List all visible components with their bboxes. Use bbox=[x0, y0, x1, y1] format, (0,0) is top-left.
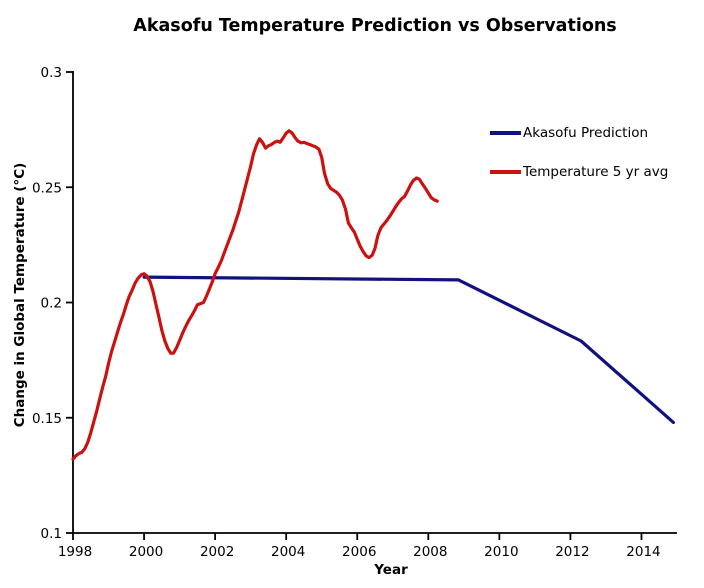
y-axis-title: Change in Global Temperature (°C) bbox=[12, 162, 28, 428]
y-tick-label: 0.15 bbox=[32, 411, 62, 427]
x-tick-label: 2002 bbox=[200, 544, 234, 560]
series-line-akasofu-prediction bbox=[142, 275, 676, 424]
series-line-temperature-5-yr-avg bbox=[71, 129, 439, 461]
x-tick-label: 2008 bbox=[413, 544, 447, 560]
y-tick-label: 0.2 bbox=[41, 296, 62, 312]
x-tick-label: 2006 bbox=[342, 544, 376, 560]
legend-label-temperature-5yr-avg: Temperature 5 yr avg bbox=[523, 164, 669, 180]
x-tick-label: 2014 bbox=[626, 544, 660, 560]
chart-title: Akasofu Temperature Prediction vs Observ… bbox=[133, 16, 617, 36]
y-tick-label: 0.25 bbox=[32, 180, 62, 196]
legend-item-akasofu-prediction: Akasofu Prediction bbox=[490, 124, 648, 142]
legend-swatch-temperature-5yr-avg bbox=[490, 170, 521, 174]
x-tick-label: 2000 bbox=[129, 544, 163, 560]
y-tick-label: 0.1 bbox=[41, 526, 62, 542]
axis-lines bbox=[72, 71, 677, 534]
x-tick-label: 1998 bbox=[58, 544, 92, 560]
x-tick-label: 2010 bbox=[484, 544, 518, 560]
x-axis-title: Year bbox=[374, 562, 408, 578]
legend-item-temperature-5yr-avg: Temperature 5 yr avg bbox=[490, 163, 668, 181]
legend-label-akasofu-prediction: Akasofu Prediction bbox=[523, 125, 649, 141]
y-tick-label: 0.3 bbox=[41, 65, 62, 81]
legend-swatch-akasofu-prediction bbox=[490, 131, 521, 135]
x-tick-label: 2012 bbox=[555, 544, 589, 560]
x-tick-label: 2004 bbox=[271, 544, 305, 560]
